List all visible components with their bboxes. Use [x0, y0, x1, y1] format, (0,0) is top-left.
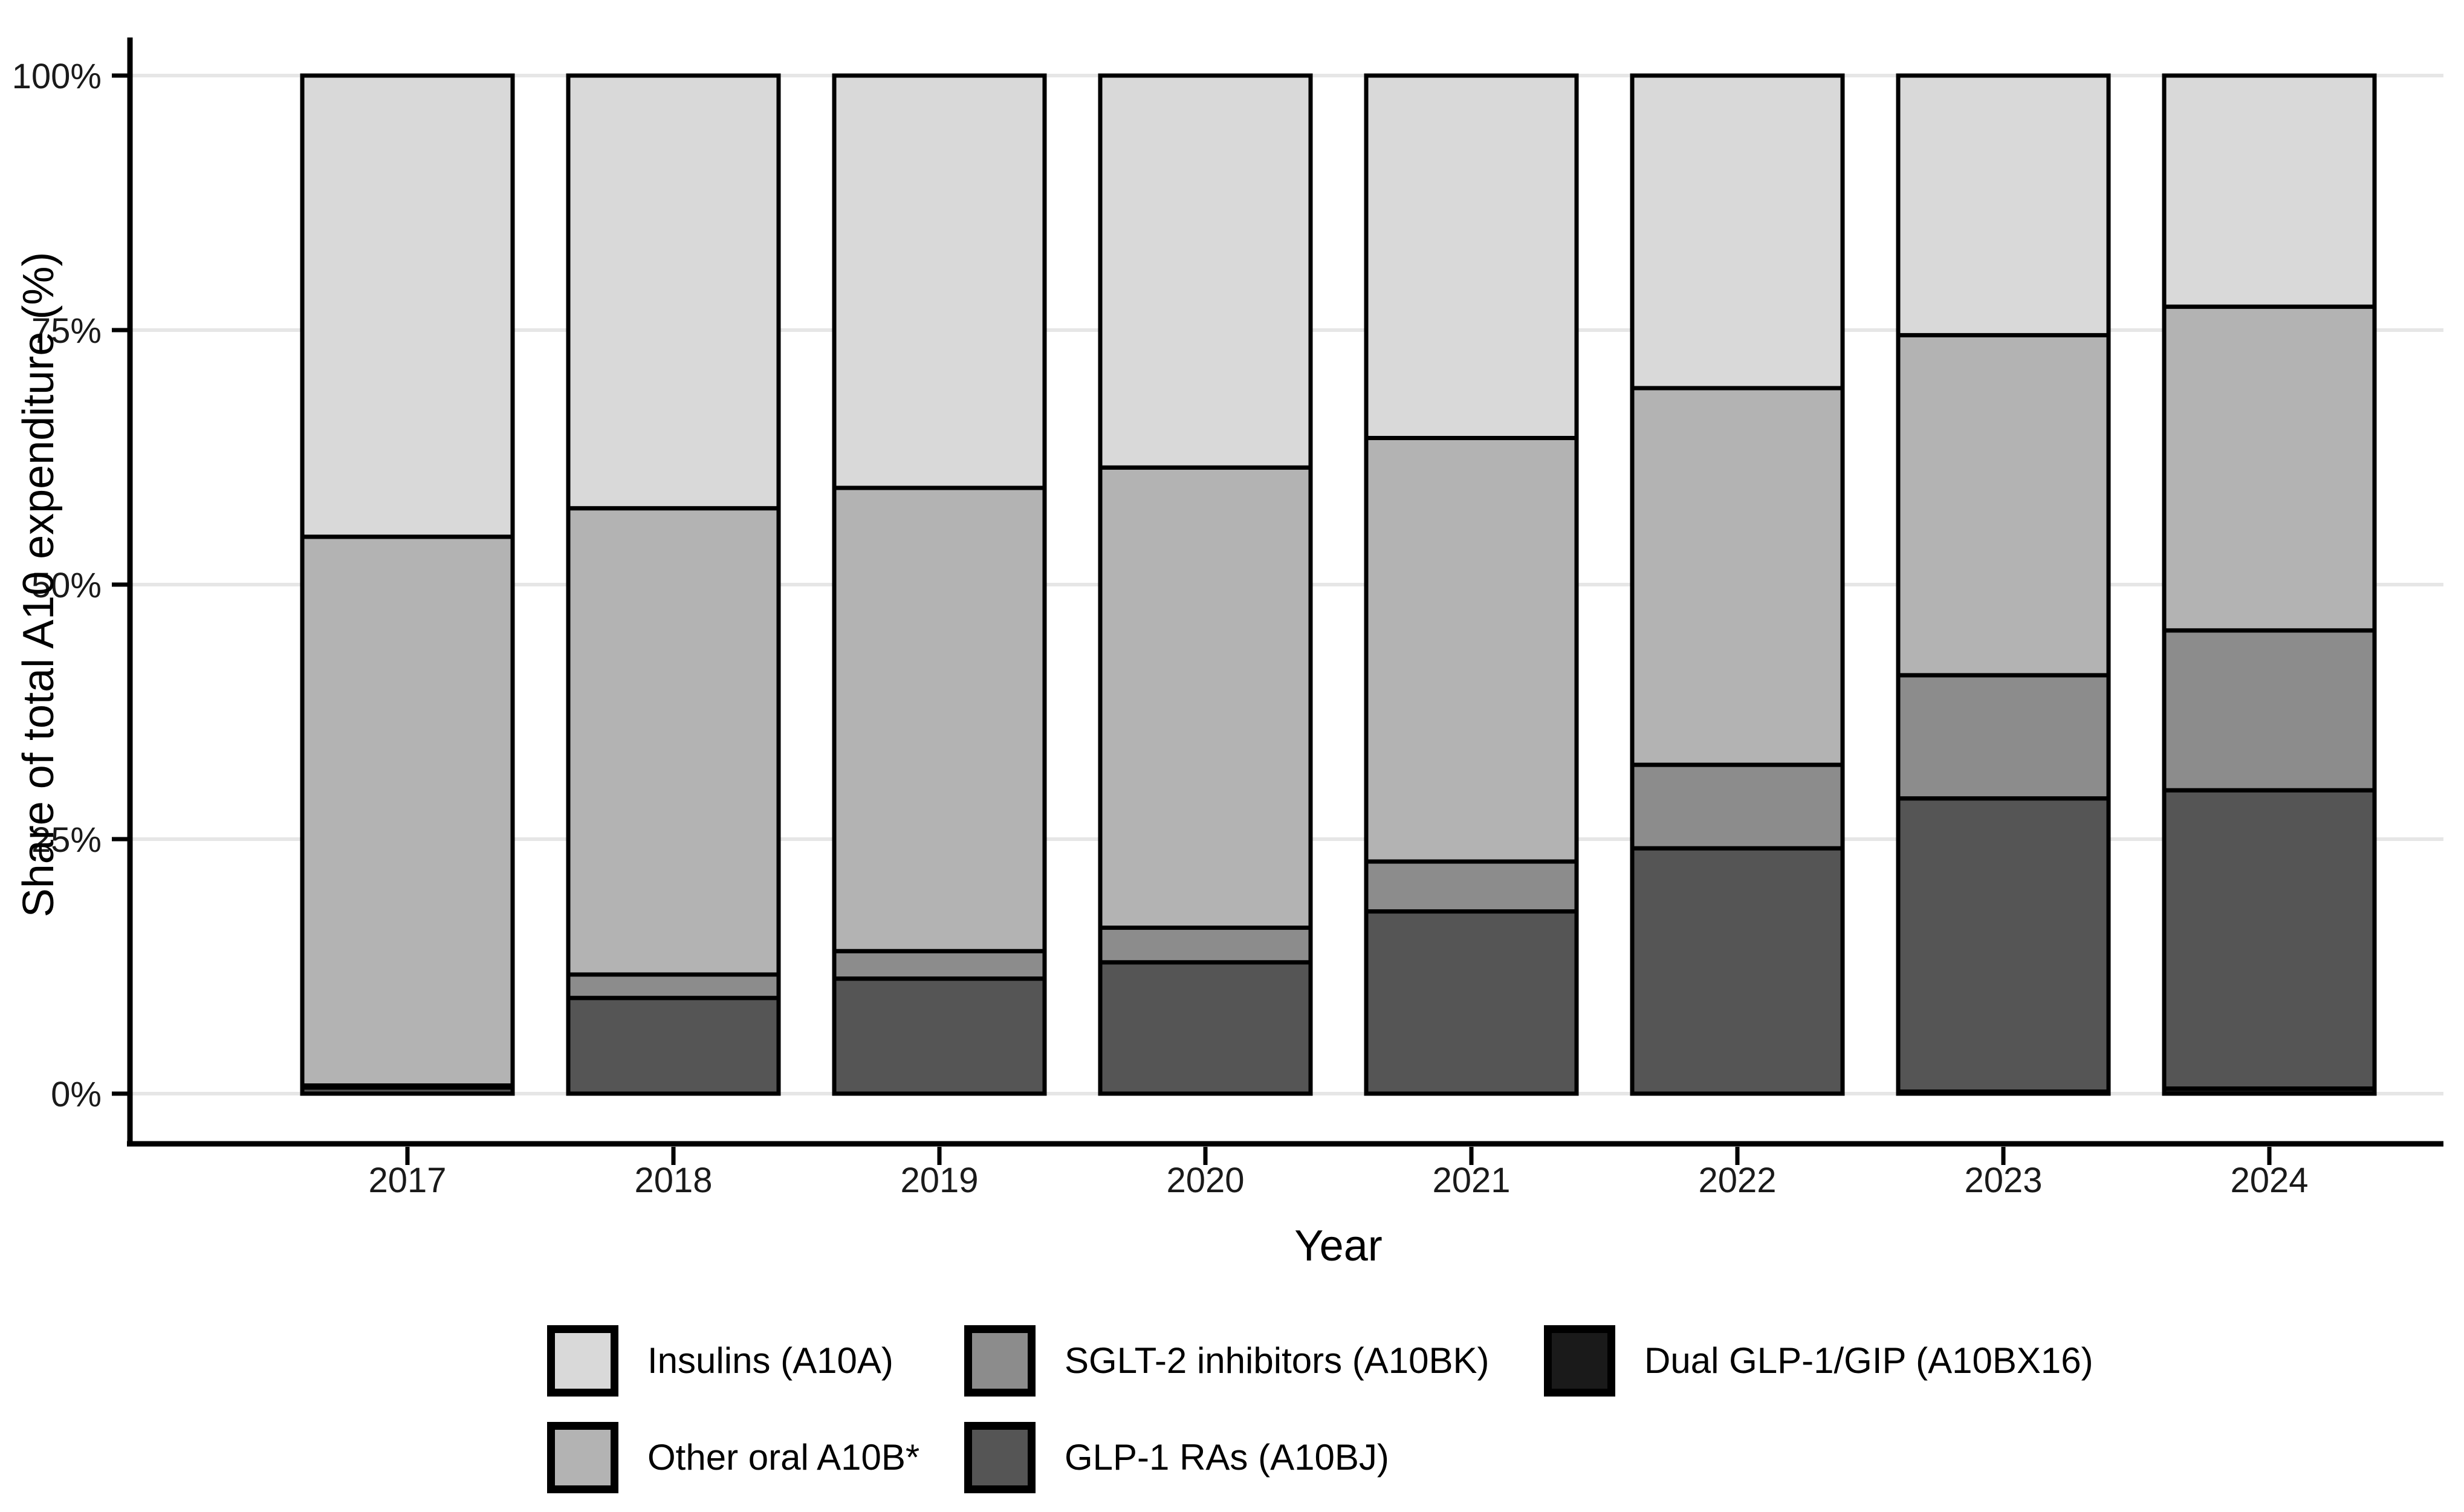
bar-segment-2022-insulins-a10a-: [1630, 73, 1845, 391]
bar-2024: [2162, 73, 2377, 1096]
bar-segment-2020-other-oral-a10b-: [1098, 465, 1313, 930]
bar-segment-2021-other-oral-a10b-: [1364, 436, 1579, 864]
bar-segment-2019-sglt-2-inhibitors-a10bk-: [832, 949, 1047, 981]
y-tick-label-25%: 25%: [31, 820, 102, 860]
bar-2022: [1630, 73, 1845, 1096]
x-tick-label-2024: 2024: [2230, 1161, 2308, 1200]
y-axis-title: Share of total A10 expenditure (%): [15, 252, 63, 918]
x-tick-label-2018: 2018: [634, 1161, 712, 1200]
y-tick-label-100%: 100%: [12, 57, 102, 96]
bar-segment-2019-insulins-a10a-: [832, 73, 1047, 490]
bar-segment-2021-sglt-2-inhibitors-a10bk-: [1364, 859, 1579, 914]
x-tick-label-2023: 2023: [1964, 1161, 2042, 1200]
bar-segment-2024-glp-1-ras-a10bj-: [2162, 788, 2377, 1091]
y-tick-label-75%: 75%: [31, 311, 102, 351]
x-tick-label-2020: 2020: [1166, 1161, 1244, 1200]
bar-segment-2018-glp-1-ras-a10bj-: [566, 996, 781, 1096]
x-tick-label-2019: 2019: [900, 1161, 978, 1200]
bar-segment-2021-insulins-a10a-: [1364, 73, 1579, 441]
bar-segment-2018-insulins-a10a-: [566, 73, 781, 511]
x-tick-label-2022: 2022: [1698, 1161, 1776, 1200]
bar-segment-2023-insulins-a10a-: [1896, 73, 2111, 337]
bars: [300, 73, 2377, 1096]
x-tick-label-2017: 2017: [368, 1161, 446, 1200]
bar-2021: [1364, 73, 1579, 1096]
x-axis-ticks: 2017 2018 2019 2020 2021 2022 2023 2024: [368, 1147, 2309, 1200]
bar-segment-2023-other-oral-a10b-: [1896, 333, 2111, 678]
bar-segment-2020-insulins-a10a-: [1098, 73, 1313, 470]
y-tick-label-0%: 0%: [51, 1075, 102, 1114]
bar-segment-2024-other-oral-a10b-: [2162, 304, 2377, 633]
bar-segment-2017-other-oral-a10b-: [300, 534, 515, 1088]
bar-2020: [1098, 73, 1313, 1096]
axes: [127, 37, 2443, 1147]
bar-2019: [832, 73, 1047, 1096]
bar-segment-2020-sglt-2-inhibitors-a10bk-: [1098, 926, 1313, 965]
bar-segment-2018-other-oral-a10b-: [566, 506, 781, 977]
bar-segment-2017-insulins-a10a-: [300, 73, 515, 539]
bar-2023: [1896, 73, 2111, 1096]
bar-segment-2023-sglt-2-inhibitors-a10bk-: [1896, 673, 2111, 801]
y-tick-label-50%: 50%: [31, 566, 102, 605]
bar-segment-2024-insulins-a10a-: [2162, 73, 2377, 309]
y-axis-ticks: 0% 25% 50% 75% 100%: [12, 57, 131, 1114]
x-tick-label-2021: 2021: [1432, 1161, 1510, 1200]
bar-segment-2022-sglt-2-inhibitors-a10bk-: [1630, 762, 1845, 851]
bar-segment-2019-glp-1-ras-a10bj-: [832, 976, 1047, 1096]
bar-segment-2021-glp-1-ras-a10bj-: [1364, 909, 1579, 1096]
bar-segment-2022-other-oral-a10b-: [1630, 386, 1845, 767]
bar-segment-2023-glp-1-ras-a10bj-: [1896, 796, 2111, 1094]
bar-2017: [300, 73, 515, 1096]
bar-segment-2018-sglt-2-inhibitors-a10bk-: [566, 972, 781, 1001]
bar-segment-2022-glp-1-ras-a10bj-: [1630, 846, 1845, 1096]
bar-segment-2024-sglt-2-inhibitors-a10bk-: [2162, 628, 2377, 793]
x-axis-title: Year: [1294, 1222, 1382, 1270]
bar-segment-2020-glp-1-ras-a10bj-: [1098, 960, 1313, 1096]
bar-2018: [566, 73, 781, 1096]
bar-segment-2019-other-oral-a10b-: [832, 485, 1047, 953]
